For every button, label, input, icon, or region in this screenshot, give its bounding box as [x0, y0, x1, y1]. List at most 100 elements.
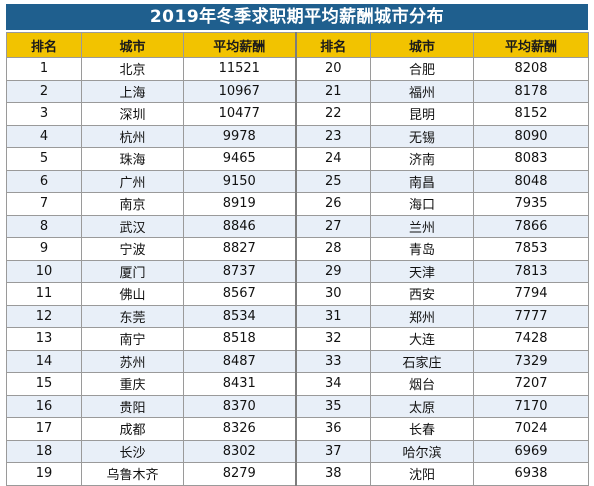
right-salary-cell: 7866 [473, 214, 589, 238]
right-rank-cell: 22 [294, 102, 371, 126]
left-city-cell: 长沙 [81, 439, 184, 463]
right-salary-cell: 7024 [473, 417, 589, 441]
right-city-cell: 青岛 [370, 237, 474, 261]
table-row: 14 苏州 8487 33 石家庄 7329 [6, 349, 589, 373]
right-rank-cell: 34 [294, 372, 371, 396]
table-row: 8 武汉 8846 27 兰州 7866 [6, 214, 589, 238]
header-rank-left: 排名 [6, 32, 82, 58]
left-salary-cell: 8567 [183, 282, 296, 306]
left-salary-cell: 8737 [183, 259, 296, 283]
left-salary-cell: 8518 [183, 327, 296, 351]
left-city-cell: 乌鲁木齐 [81, 462, 184, 486]
header-city-right: 城市 [370, 32, 474, 58]
right-salary-cell: 7207 [473, 372, 589, 396]
left-city-cell: 深圳 [81, 102, 184, 126]
left-city-cell: 佛山 [81, 282, 184, 306]
right-salary-cell: 8178 [473, 79, 589, 103]
right-city-cell: 哈尔滨 [370, 439, 474, 463]
left-salary-cell: 8534 [183, 304, 296, 328]
left-rank-cell: 7 [6, 192, 82, 216]
right-salary-cell: 7935 [473, 192, 589, 216]
table-row: 13 南宁 8518 32 大连 7428 [6, 327, 589, 351]
right-rank-cell: 36 [294, 417, 371, 441]
right-rank-cell: 38 [294, 462, 371, 486]
table-row: 4 杭州 9978 23 无锡 8090 [6, 124, 589, 148]
header-row: 排名 城市 平均薪酬 排名 城市 平均薪酬 [6, 32, 589, 58]
left-city-cell: 武汉 [81, 214, 184, 238]
right-city-cell: 兰州 [370, 214, 474, 238]
left-salary-cell: 10967 [183, 79, 296, 103]
right-salary-cell: 8048 [473, 169, 589, 193]
right-rank-cell: 26 [294, 192, 371, 216]
left-city-cell: 杭州 [81, 124, 184, 148]
left-city-cell: 北京 [81, 57, 184, 81]
left-city-cell: 上海 [81, 79, 184, 103]
right-city-cell: 烟台 [370, 372, 474, 396]
right-salary-cell: 7813 [473, 259, 589, 283]
left-city-cell: 南京 [81, 192, 184, 216]
table-row: 5 珠海 9465 24 济南 8083 [6, 147, 589, 171]
left-rank-cell: 16 [6, 394, 82, 418]
table-row: 9 宁波 8827 28 青岛 7853 [6, 237, 589, 261]
left-salary-cell: 8487 [183, 349, 296, 373]
right-rank-cell: 25 [294, 169, 371, 193]
right-salary-cell: 7794 [473, 282, 589, 306]
left-salary-cell: 8919 [183, 192, 296, 216]
left-city-cell: 贵阳 [81, 394, 184, 418]
right-rank-cell: 21 [294, 79, 371, 103]
left-rank-cell: 13 [6, 327, 82, 351]
table-row: 3 深圳 10477 22 昆明 8152 [6, 102, 589, 126]
right-city-cell: 西安 [370, 282, 474, 306]
table-row: 11 佛山 8567 30 西安 7794 [6, 282, 589, 306]
left-rank-cell: 12 [6, 304, 82, 328]
table-row: 16 贵阳 8370 35 太原 7170 [6, 394, 589, 418]
right-city-cell: 太原 [370, 394, 474, 418]
right-salary-cell: 7170 [473, 394, 589, 418]
header-salary-left: 平均薪酬 [183, 32, 296, 58]
right-salary-cell: 6938 [473, 462, 589, 486]
right-city-cell: 昆明 [370, 102, 474, 126]
left-rank-cell: 5 [6, 147, 82, 171]
right-city-cell: 天津 [370, 259, 474, 283]
right-salary-cell: 8208 [473, 57, 589, 81]
left-salary-cell: 8302 [183, 439, 296, 463]
right-salary-cell: 7428 [473, 327, 589, 351]
left-rank-cell: 2 [6, 79, 82, 103]
right-rank-cell: 31 [294, 304, 371, 328]
header-salary-right: 平均薪酬 [473, 32, 589, 58]
table-row: 6 广州 9150 25 南昌 8048 [6, 169, 589, 193]
table-row: 7 南京 8919 26 海口 7935 [6, 192, 589, 216]
left-salary-cell: 9150 [183, 169, 296, 193]
left-city-cell: 珠海 [81, 147, 184, 171]
right-rank-cell: 30 [294, 282, 371, 306]
right-rank-cell: 27 [294, 214, 371, 238]
right-salary-cell: 8090 [473, 124, 589, 148]
left-rank-cell: 11 [6, 282, 82, 306]
left-rank-cell: 1 [6, 57, 82, 81]
left-rank-cell: 18 [6, 439, 82, 463]
left-salary-cell: 8827 [183, 237, 296, 261]
left-city-cell: 宁波 [81, 237, 184, 261]
right-city-cell: 长春 [370, 417, 474, 441]
left-salary-cell: 8279 [183, 462, 296, 486]
right-city-cell: 海口 [370, 192, 474, 216]
left-city-cell: 重庆 [81, 372, 184, 396]
table-title: 2019年冬季求职期平均薪酬城市分布 [6, 4, 588, 30]
right-city-cell: 无锡 [370, 124, 474, 148]
left-rank-cell: 15 [6, 372, 82, 396]
left-rank-cell: 9 [6, 237, 82, 261]
right-city-cell: 石家庄 [370, 349, 474, 373]
salary-table: 排名 城市 平均薪酬 排名 城市 平均薪酬 1 北京 11521 20 合肥 8208 2 上… [6, 32, 589, 486]
right-salary-cell: 7777 [473, 304, 589, 328]
left-city-cell: 东莞 [81, 304, 184, 328]
left-salary-cell: 11521 [183, 57, 296, 81]
left-rank-cell: 17 [6, 417, 82, 441]
right-salary-cell: 8152 [473, 102, 589, 126]
header-rank-right: 排名 [294, 32, 371, 58]
right-rank-cell: 33 [294, 349, 371, 373]
header-city-left: 城市 [81, 32, 184, 58]
left-rank-cell: 4 [6, 124, 82, 148]
left-rank-cell: 10 [6, 259, 82, 283]
right-salary-cell: 8083 [473, 147, 589, 171]
table-row: 19 乌鲁木齐 8279 38 沈阳 6938 [6, 462, 589, 486]
